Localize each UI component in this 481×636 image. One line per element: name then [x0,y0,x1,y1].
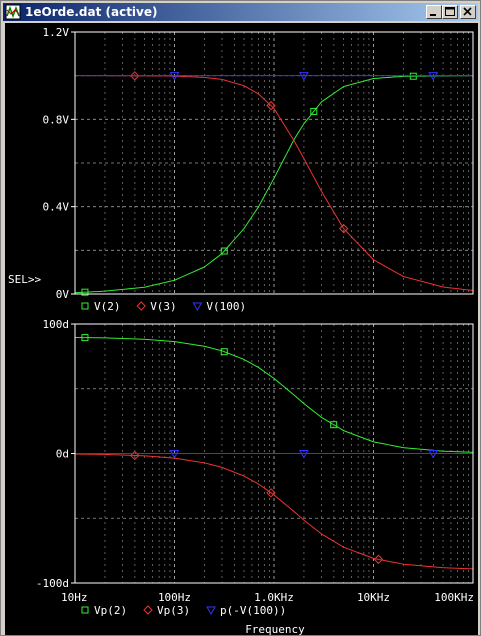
series-marker-V(2) [310,107,318,115]
title-bar[interactable]: 1eOrde.dat (active) [3,3,478,21]
close-button[interactable] [460,5,476,19]
plot-frame [74,31,474,295]
minimize-button[interactable] [426,5,442,19]
x-tick-label: 100KHz [434,591,474,604]
legend-marker-Vp(2) [81,606,89,614]
legend-marker-V(100) [192,302,203,312]
x-tick-label: 1.0KHz [254,591,294,604]
curves-upper [74,71,474,296]
series-marker-V(3) [266,100,276,111]
legend-marker-V(3) [136,301,146,311]
y-axis-labels-upper: 1.2V 0.8V 0.4V 0V [43,26,75,301]
close-icon [463,7,472,16]
legend-label: V(100) [206,300,246,313]
legend-marker-Vp(3) [143,605,153,615]
x-axis-tick-labels: 10Hz 100Hz 1.0KHz 10KHz 100KHz [61,591,474,604]
x-axis-label: Frequency [245,623,305,635]
series-marker-Vp(2) [81,334,89,342]
y-tick-label: 0.8V [43,113,70,126]
series-line-V(2) [74,75,474,294]
legend-label: Vp(2) [94,604,127,617]
plot-canvas[interactable]: 1.2V 0.8V 0.4V 0V SEL>> V(2) V(3) V(100) 100d… [5,23,478,635]
legend-upper: V(2) V(3) V(100) [81,300,246,313]
series-marker-p(-V(100)) [298,450,309,459]
series-marker-Vp(2) [330,421,338,429]
y-tick-label: -100d [36,577,69,590]
frame-upper [74,31,474,295]
y-axis-labels-lower: 100d 0d -100d [36,318,75,590]
series-marker-V(100) [428,72,439,81]
series-marker-p(-V(100)) [169,450,180,459]
legend-marker-p(-V(100)) [206,606,216,616]
series-line-Vp(2) [74,336,474,453]
plot-area[interactable]: 1.2V 0.8V 0.4V 0V SEL>> V(2) V(3) V(100) 100d… [5,23,478,635]
series-marker-V(2) [220,247,228,255]
series-marker-V(100) [169,72,180,81]
window-title: 1eOrde.dat (active) [25,5,158,19]
legend-label: V(3) [150,300,177,313]
series-marker-Vp(3) [373,554,384,565]
curves-lower [74,334,474,570]
probe-icon [5,4,21,20]
series-marker-V(3) [129,71,140,81]
grid-lower [75,324,473,583]
y-tick-label: 0V [56,288,70,301]
y-tick-label: 0d [56,448,69,461]
legend-lower: Vp(2) Vp(3) p(-V(100)) [81,604,286,617]
series-marker-Vp(2) [220,348,228,356]
legend-label: V(2) [94,300,121,313]
y-tick-label: 100d [43,318,70,331]
minimize-icon [430,14,436,16]
sel-marker: SEL>> [8,273,41,286]
series-marker-p(-V(100)) [428,450,439,459]
maximize-button[interactable] [442,5,458,19]
series-marker-Vp(3) [266,488,276,498]
x-tick-label: 10Hz [61,591,88,604]
legend-label: p(-V(100)) [220,604,286,617]
x-tick-label: 10KHz [357,591,390,604]
y-tick-label: 1.2V [43,26,70,39]
series-marker-V(2) [81,288,89,296]
legend-label: Vp(3) [157,604,190,617]
series-marker-V(3) [338,223,349,234]
series-line-Vp(3) [74,453,474,570]
series-marker-V(100) [298,72,309,81]
legend-marker-V(2) [81,302,89,310]
series-marker-V(2) [409,72,417,80]
maximize-icon [445,7,455,16]
y-tick-label: 0.4V [43,201,70,214]
series-marker-Vp(3) [129,450,140,461]
x-tick-label: 100Hz [158,591,191,604]
